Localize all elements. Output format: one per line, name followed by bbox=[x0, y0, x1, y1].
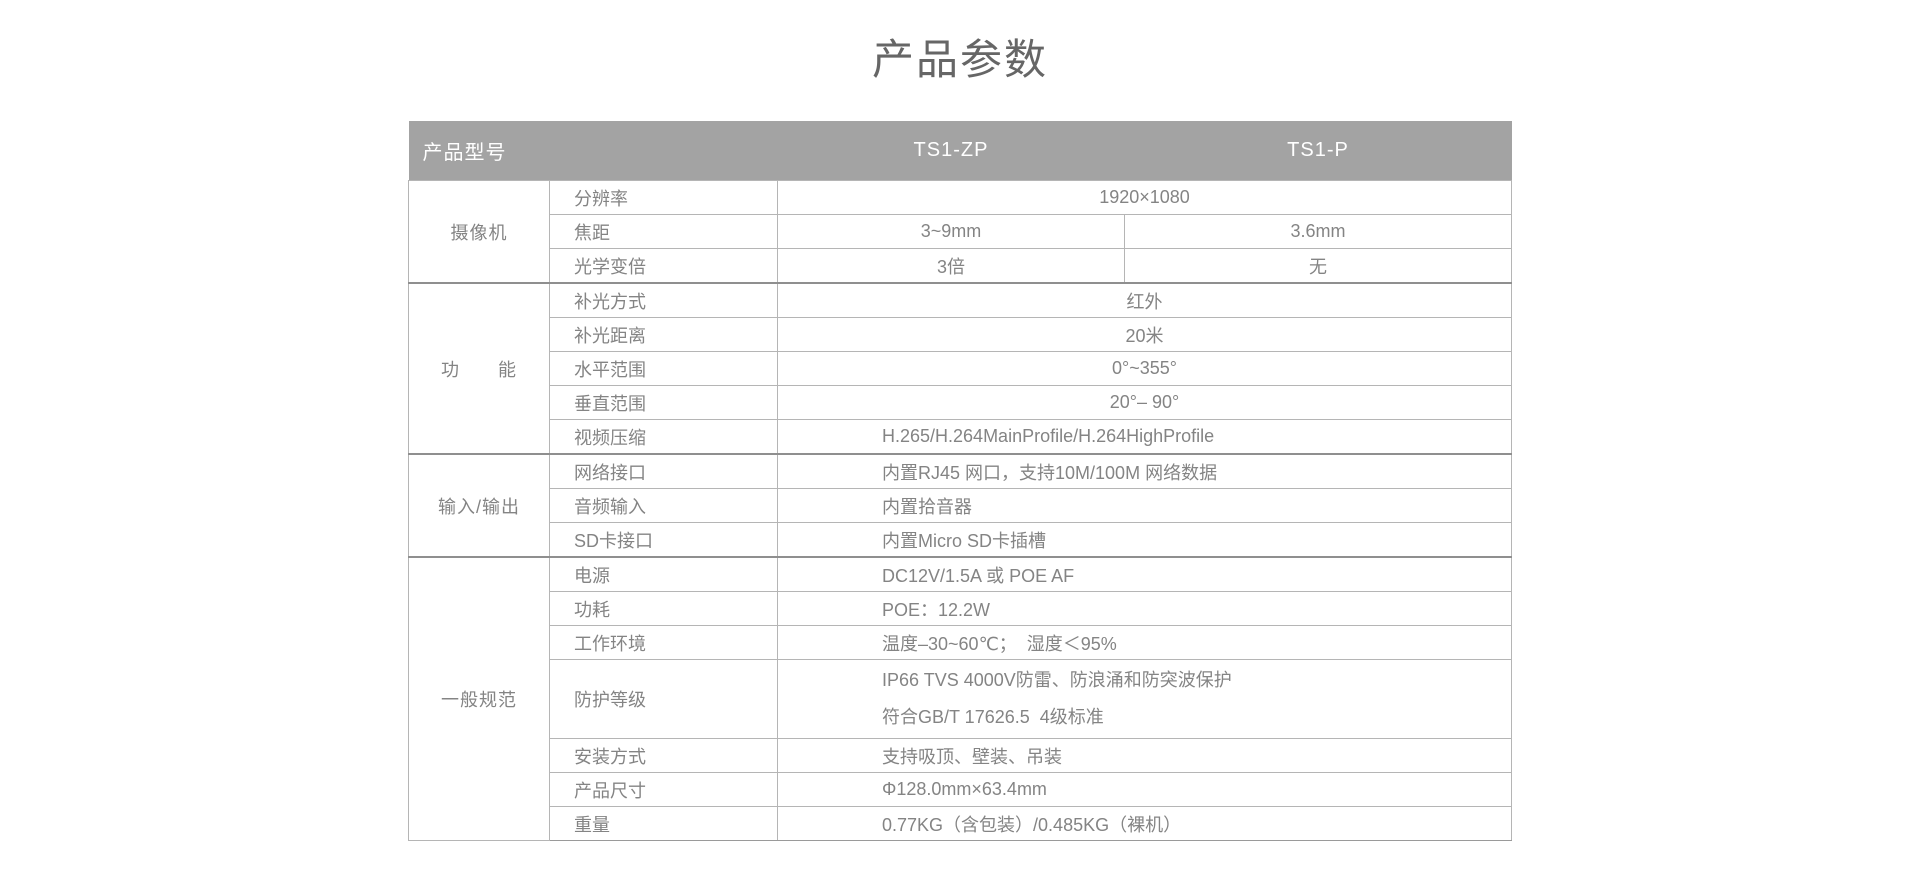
table-row: 重量 0.77KG（含包装）/0.485KG（裸机） bbox=[409, 806, 1512, 841]
spec-label-cell: 音频输入 bbox=[549, 488, 778, 523]
spec-value-cell: 0.77KG（含包装）/0.485KG（裸机） bbox=[777, 806, 1512, 841]
spec-value-cell: Φ128.0mm×63.4mm bbox=[777, 772, 1512, 807]
spec-value-cell: 0°~355° bbox=[777, 351, 1512, 386]
spec-value-cell: 内置Micro SD卡插槽 bbox=[777, 522, 1512, 558]
table-row: 输入/输出 网络接口 内置RJ45 网口，支持10M/100M 网络数据 bbox=[408, 453, 1512, 558]
table-row: 垂直范围 20°– 90° bbox=[409, 385, 1512, 420]
spec-value-cell: DC12V/1.5A 或 POE AF bbox=[777, 556, 1512, 592]
spec-value-cell-p: 无 bbox=[1124, 248, 1512, 284]
spec-label-cell: 工作环境 bbox=[549, 625, 778, 660]
spec-value-cell-zp: 3倍 bbox=[777, 248, 1125, 284]
spec-value-cell: H.265/H.264MainProfile/H.264HighProfile bbox=[777, 419, 1512, 455]
spec-label-cell: 分辨率 bbox=[549, 180, 778, 215]
table-row: 补光距离 20米 bbox=[409, 317, 1512, 352]
header-cell-model: 产品型号 bbox=[408, 121, 778, 181]
category-cell: 功 能 bbox=[408, 282, 550, 455]
table-row: 摄像机 分辨率 1920×1080 bbox=[408, 180, 1512, 284]
spec-label-cell: 网络接口 bbox=[549, 453, 778, 489]
table-row: SD卡接口 内置Micro SD卡插槽 bbox=[409, 522, 1512, 558]
table-row: 防护等级 IP66 TVS 4000V防雷、防浪涌和防突波保护 符合GB/T 176… bbox=[409, 659, 1512, 739]
spec-label-cell: 水平范围 bbox=[549, 351, 778, 386]
spec-value-line: 符合GB/T 17626.5 4级标准 bbox=[882, 707, 1104, 727]
spec-value-cell-p: 3.6mm bbox=[1124, 214, 1512, 249]
table-row: 工作环境 温度–30~60℃； 湿度＜95% bbox=[409, 625, 1512, 660]
table-row: 焦距 3~9mm 3.6mm bbox=[409, 214, 1512, 249]
table-row: 产品尺寸 Φ128.0mm×63.4mm bbox=[409, 772, 1512, 807]
spec-label-cell: SD卡接口 bbox=[549, 522, 778, 558]
spec-label-cell: 电源 bbox=[549, 556, 778, 592]
spec-value-cell: POE：12.2W bbox=[777, 591, 1512, 626]
spec-value-cell: 1920×1080 bbox=[777, 180, 1512, 215]
spec-label-cell: 功耗 bbox=[549, 591, 778, 626]
spec-label-cell: 补光方式 bbox=[549, 282, 778, 318]
table-row: 安装方式 支持吸顶、壁装、吊装 bbox=[409, 738, 1512, 773]
spec-value-cell: 温度–30~60℃； 湿度＜95% bbox=[777, 625, 1512, 660]
table-row: 一般规范 电源 DC12V/1.5A 或 POE AF bbox=[408, 556, 1512, 841]
spec-value-cell: 支持吸顶、壁装、吊装 bbox=[777, 738, 1512, 773]
table-row: 视频压缩 H.265/H.264MainProfile/H.264HighProf… bbox=[409, 419, 1512, 455]
spec-table: 产品型号 TS1-ZP TS1-P 摄像机 分辨率 1920×1080 焦距 3~9mm… bbox=[408, 121, 1512, 841]
spec-label-cell: 安装方式 bbox=[549, 738, 778, 773]
table-row: 水平范围 0°~355° bbox=[409, 351, 1512, 386]
spec-label-cell: 垂直范围 bbox=[549, 385, 778, 420]
spec-label-cell: 补光距离 bbox=[549, 317, 778, 352]
spec-value-cell: IP66 TVS 4000V防雷、防浪涌和防突波保护 符合GB/T 17626.5… bbox=[777, 659, 1512, 739]
spec-label-cell: 焦距 bbox=[549, 214, 778, 249]
table-row: 音频输入 内置拾音器 bbox=[409, 488, 1512, 523]
spec-value-cell-zp: 3~9mm bbox=[777, 214, 1125, 249]
spec-value-cell: 20°– 90° bbox=[777, 385, 1512, 420]
spec-table-header: 产品型号 TS1-ZP TS1-P bbox=[408, 121, 1512, 181]
spec-table-body: 摄像机 分辨率 1920×1080 焦距 3~9mm 3.6mm 光学变倍 3倍无功 能补光方… bbox=[408, 180, 1512, 841]
header-cell-ts1-p: TS1-P bbox=[1124, 121, 1512, 181]
spec-label-cell: 重量 bbox=[549, 806, 778, 841]
spec-value-line: IP66 TVS 4000V防雷、防浪涌和防突波保护 bbox=[882, 670, 1232, 690]
header-cell-ts1-zp: TS1-ZP bbox=[777, 121, 1125, 181]
header-row: 产品型号 TS1-ZP TS1-P bbox=[408, 121, 1512, 181]
spec-value-cell: 内置拾音器 bbox=[777, 488, 1512, 523]
spec-label-cell: 产品尺寸 bbox=[549, 772, 778, 807]
page-title: 产品参数 bbox=[871, 36, 1048, 83]
spec-label-cell: 防护等级 bbox=[549, 659, 778, 739]
table-row: 光学变倍 3倍无 bbox=[409, 248, 1512, 284]
spec-label-cell: 视频压缩 bbox=[549, 419, 778, 455]
table-row: 功耗 POE：12.2W bbox=[409, 591, 1512, 626]
spec-value-cell: 内置RJ45 网口，支持10M/100M 网络数据 bbox=[777, 453, 1512, 489]
category-cell: 输入/输出 bbox=[408, 453, 550, 558]
category-cell: 摄像机 bbox=[408, 180, 550, 284]
spec-label-cell: 光学变倍 bbox=[549, 248, 778, 284]
spec-value-cell: 红外 bbox=[777, 282, 1512, 318]
category-cell: 一般规范 bbox=[408, 556, 550, 841]
spec-value-cell: 20米 bbox=[777, 317, 1512, 352]
table-row: 功 能补光方式 红外 bbox=[408, 282, 1512, 455]
